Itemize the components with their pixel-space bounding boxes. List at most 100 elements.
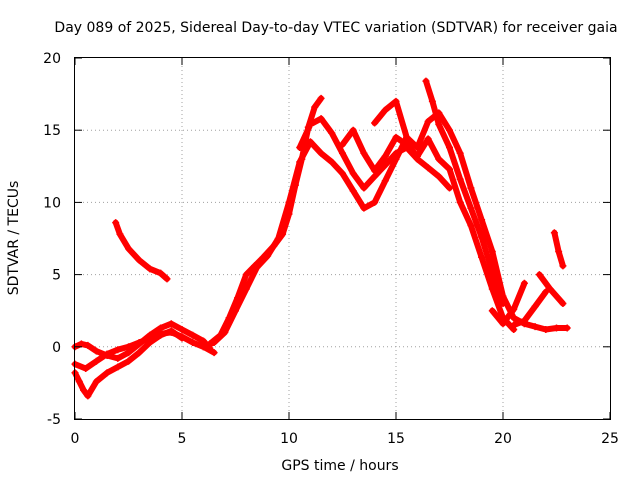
data-point xyxy=(499,320,507,328)
data-point xyxy=(559,262,567,270)
data-point xyxy=(114,346,122,354)
data-point xyxy=(163,275,171,283)
data-point xyxy=(306,120,314,128)
data-point xyxy=(146,334,154,342)
data-point xyxy=(135,256,143,264)
data-point xyxy=(510,305,518,313)
data-point xyxy=(167,320,175,328)
y-tick-label: 10 xyxy=(43,195,61,211)
data-point xyxy=(360,149,368,157)
data-point xyxy=(317,115,325,123)
data-point xyxy=(535,271,543,279)
data-point xyxy=(456,149,464,157)
data-series-arc-13 xyxy=(535,271,567,307)
data-point xyxy=(253,263,261,271)
x-tick-label: 10 xyxy=(280,431,298,447)
data-point xyxy=(189,338,197,346)
data-point xyxy=(446,184,453,192)
data-point xyxy=(232,307,239,315)
data-point xyxy=(125,245,132,253)
x-tick-label: 20 xyxy=(494,431,512,447)
data-point xyxy=(467,222,475,230)
data-point xyxy=(446,126,453,134)
data-point xyxy=(157,330,165,338)
data-point xyxy=(274,235,282,242)
x-tick-label: 5 xyxy=(178,431,187,447)
data-point xyxy=(550,229,558,237)
data-point xyxy=(488,285,496,293)
data-point xyxy=(264,252,272,260)
series-trace xyxy=(72,329,218,372)
data-point xyxy=(478,216,486,224)
x-tick-label: 15 xyxy=(387,431,405,447)
data-point xyxy=(381,177,389,185)
data-point xyxy=(116,230,124,238)
series-trace xyxy=(112,219,170,282)
data-series-arc-7 xyxy=(296,115,453,192)
x-tick-label: 25 xyxy=(601,431,619,447)
data-point xyxy=(371,198,379,206)
data-point xyxy=(84,341,92,349)
y-tick-label: 20 xyxy=(43,51,61,67)
series-trace xyxy=(510,288,549,329)
series-trace xyxy=(489,280,528,327)
data-point xyxy=(92,347,100,355)
series-trace xyxy=(200,134,410,350)
data-point xyxy=(424,118,432,126)
data-point xyxy=(296,144,304,152)
data-point xyxy=(80,386,88,394)
data-point xyxy=(520,317,528,325)
data-point xyxy=(339,149,346,157)
data-point xyxy=(92,377,100,385)
series-trace xyxy=(423,78,506,307)
data-point xyxy=(531,323,539,331)
grid xyxy=(75,58,610,419)
data-point xyxy=(135,338,143,346)
data-point xyxy=(488,268,496,276)
data-point xyxy=(242,285,250,293)
data-point xyxy=(428,97,436,105)
data-point xyxy=(553,324,560,332)
data-point xyxy=(242,271,250,279)
data-point xyxy=(285,198,293,206)
data-point xyxy=(296,158,304,166)
data-point xyxy=(435,172,443,180)
data-point xyxy=(311,103,319,111)
data-point xyxy=(546,285,554,293)
data-point xyxy=(499,299,507,307)
data-point xyxy=(82,364,90,372)
data-point xyxy=(84,392,92,400)
data-point xyxy=(435,155,443,163)
y-tick-label: 15 xyxy=(43,123,61,139)
data-series-arc-6 xyxy=(199,133,411,351)
data-point xyxy=(531,302,539,310)
data-point xyxy=(371,167,379,175)
data-point xyxy=(413,144,421,152)
data-point xyxy=(542,288,550,296)
data-point xyxy=(435,120,443,128)
data-point xyxy=(456,175,464,183)
data-point xyxy=(125,357,132,365)
data-point xyxy=(371,119,379,127)
data-series-arc-11 xyxy=(488,279,528,328)
data-point xyxy=(381,106,389,114)
data-point xyxy=(146,265,154,273)
data-point xyxy=(210,338,218,346)
data-point xyxy=(467,204,475,212)
data-point xyxy=(114,354,122,362)
data-point xyxy=(360,184,368,192)
data-point xyxy=(381,152,389,160)
data-point xyxy=(339,170,346,178)
data-point xyxy=(75,377,83,385)
data-point xyxy=(349,170,357,178)
data-point xyxy=(167,328,175,336)
chart-title: Day 089 of 2025, Sidereal Day-to-day VTE… xyxy=(54,20,617,36)
data-point xyxy=(221,328,229,336)
axis-ticks: 0 5 10 15 20 25 -5 0 5 10 15 20 xyxy=(43,51,619,447)
data-point xyxy=(103,350,111,358)
data-point xyxy=(349,126,357,134)
data-point xyxy=(157,269,165,277)
data-point xyxy=(381,161,389,169)
data-series-arc-12 xyxy=(510,288,550,329)
